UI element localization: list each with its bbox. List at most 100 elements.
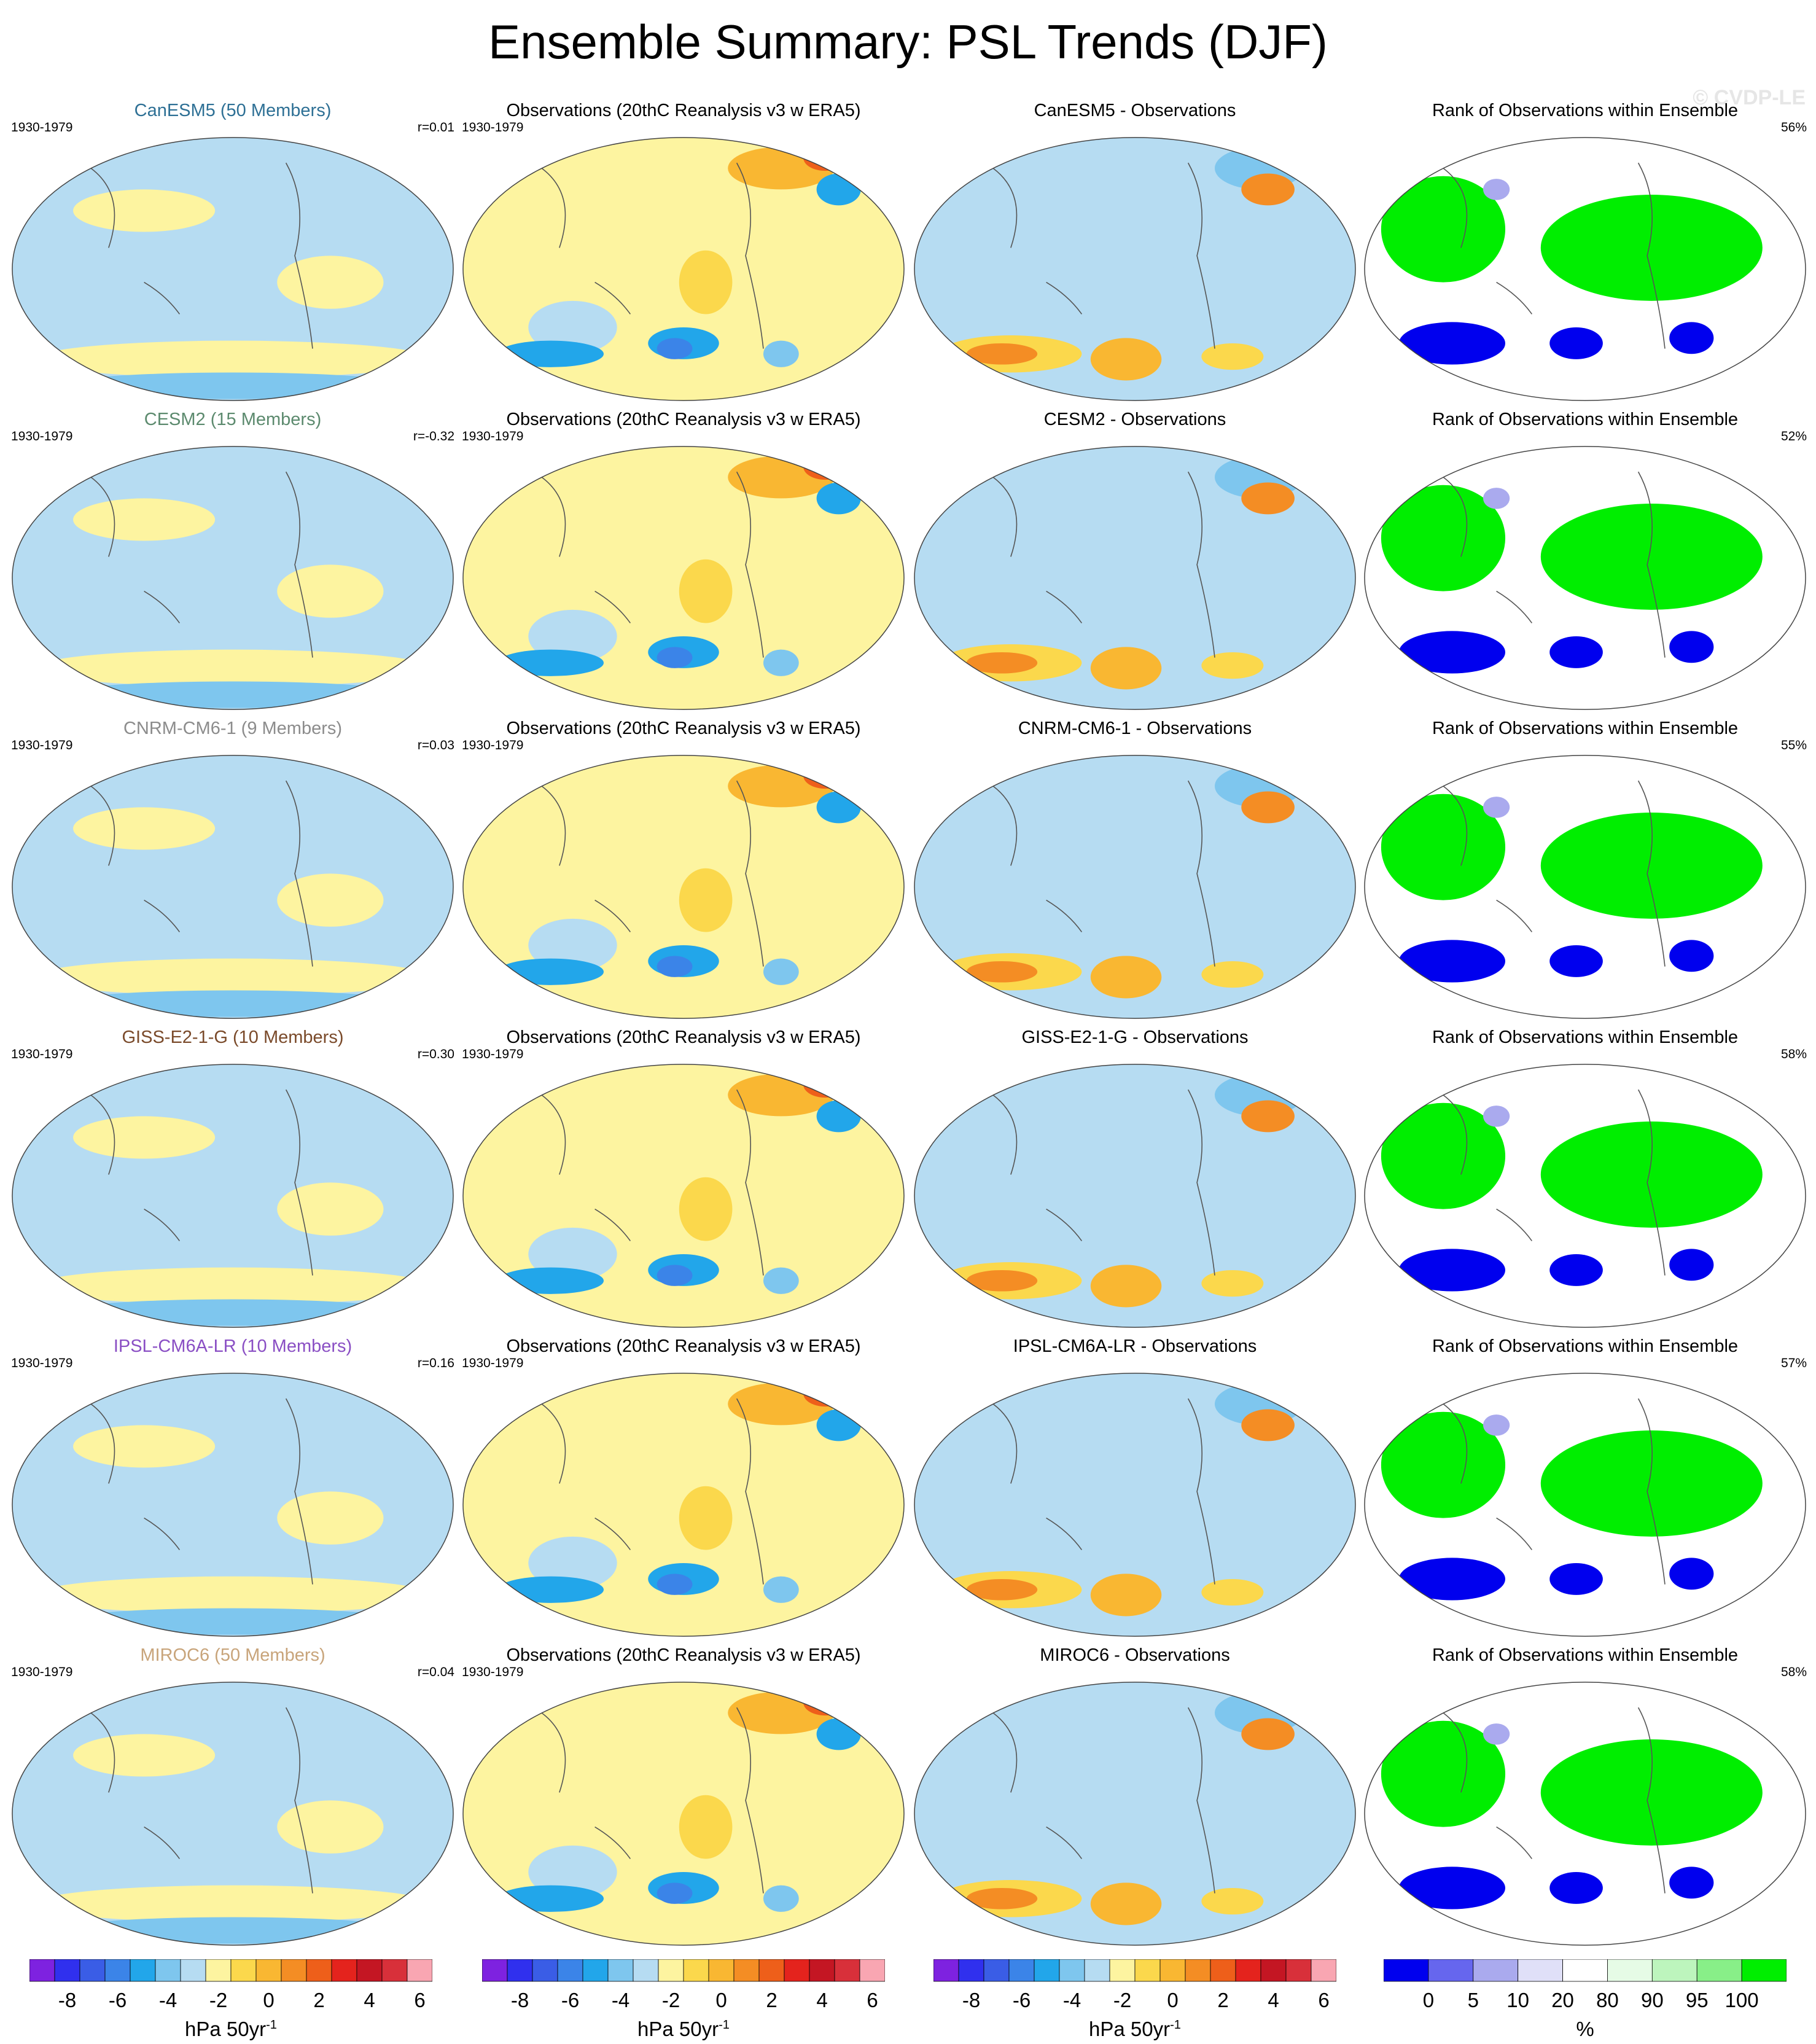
- ensemble-panel-title: CNRM-CM6-1 (9 Members): [123, 719, 343, 738]
- difference-panel-title: GISS-E2-1-G - Observations: [1021, 1028, 1249, 1047]
- field-region: [763, 340, 799, 367]
- coastline: [992, 1707, 1215, 1894]
- map-border: [462, 446, 905, 710]
- rank-map: [1364, 446, 1806, 710]
- panel-difference-row-4: GISS-E2-1-G - Observations: [913, 1026, 1357, 1330]
- field-region: [1241, 1409, 1295, 1441]
- field-region: [679, 250, 733, 314]
- observations-panel-title: Observations (20thC Reanalysis v3 w ERA5…: [506, 1645, 861, 1665]
- colorbar-tick-label: 6: [1318, 1989, 1329, 2011]
- rank-panel-title: Rank of Observations within Ensemble: [1432, 410, 1739, 429]
- colorbar-swatch: [1311, 1959, 1337, 1982]
- observations-panel-title: Observations (20thC Reanalysis v3 w ERA5…: [506, 1336, 861, 1356]
- map-border: [12, 446, 454, 710]
- field-region: [33, 958, 432, 996]
- colorbar-swatch: [180, 1959, 206, 1982]
- field-region: [679, 1795, 733, 1859]
- colorbar-swatch: [356, 1959, 383, 1982]
- map-border: [914, 137, 1356, 401]
- observations-map: [462, 1682, 905, 1946]
- field-region: [1483, 1106, 1510, 1127]
- field-region: [1201, 1578, 1264, 1606]
- colorbar-swatch: [255, 1959, 282, 1982]
- colorbar-tick-label: 0: [1423, 1989, 1434, 2011]
- trend-colorbar-1: -8-6-4-202468hPa 50yr-1: [29, 1959, 476, 2040]
- field-region: [816, 482, 861, 515]
- colorbar-tick-label: -8: [58, 1989, 76, 2011]
- coastline: [541, 1089, 764, 1276]
- colorbar-swatch: [532, 1959, 558, 1982]
- field-region: [73, 1116, 216, 1159]
- ensemble-map: [12, 1064, 454, 1328]
- field-region: [803, 1071, 848, 1098]
- field-region: [73, 189, 216, 232]
- rank-panel-title: Rank of Observations within Ensemble: [1432, 719, 1739, 738]
- field-region: [1241, 173, 1295, 206]
- difference-panel-title: CanESM5 - Observations: [1034, 101, 1236, 120]
- ensemble-map: [12, 1682, 454, 1946]
- ensemble-panel-title: IPSL-CM6A-LR (10 Members): [113, 1336, 353, 1356]
- field-region: [1241, 1100, 1295, 1133]
- field-region: [1241, 791, 1295, 824]
- field-region: [966, 1578, 1038, 1601]
- field-region: [1381, 1411, 1506, 1518]
- field-region: [55, 372, 410, 399]
- colorbar-swatch: [1285, 1959, 1312, 1982]
- field-region: [763, 1267, 799, 1294]
- colorbar-swatch: [29, 1959, 55, 1982]
- field-region: [763, 1576, 799, 1603]
- rank-panel-title: Rank of Observations within Ensemble: [1432, 1336, 1739, 1356]
- colorbar-swatch: [1607, 1959, 1653, 1982]
- colorbar-tick-label: 10: [1506, 1989, 1529, 2011]
- field-region: [1483, 1723, 1510, 1745]
- colorbar-tick-label: -8: [962, 1989, 980, 2011]
- field-region: [1381, 485, 1506, 591]
- field-region: [1381, 1720, 1506, 1827]
- field-region: [1201, 961, 1264, 988]
- colorbar-tick-label: 80: [1596, 1989, 1619, 2011]
- coastline: [1443, 1707, 1666, 1894]
- panel-rank-row-3: Rank of Observations within Ensemble 55%: [1363, 717, 1807, 1021]
- colorbar-tick-label: 2: [766, 1989, 777, 2011]
- field-region: [497, 958, 604, 985]
- colorbar-swatch: [54, 1959, 80, 1982]
- field-region: [33, 1885, 432, 1923]
- panel-rank-row-6: Rank of Observations within Ensemble 58%: [1363, 1644, 1807, 1948]
- rank-map: [1364, 755, 1806, 1019]
- field-region: [1381, 176, 1506, 283]
- colorbar-swatch: [582, 1959, 609, 1982]
- colorbar-swatch: [1159, 1959, 1186, 1982]
- ensemble-map: [12, 755, 454, 1019]
- coastline: [90, 471, 313, 658]
- rank-panel-title: Rank of Observations within Ensemble: [1432, 1645, 1739, 1665]
- period-label: 1930-1979: [11, 1356, 73, 1370]
- pattern-correlation-label: r=0.16: [417, 1356, 454, 1370]
- map-border: [462, 1373, 905, 1637]
- colorbar-swatch: [708, 1959, 735, 1982]
- ensemble-map: [12, 137, 454, 401]
- period-label: 1930-1979: [11, 1047, 73, 1061]
- colorbar-swatch: [809, 1959, 835, 1982]
- colorbar-swatch: [104, 1959, 131, 1982]
- field-region: [803, 144, 848, 171]
- colorbar-swatch: [205, 1959, 232, 1982]
- field-region: [73, 498, 216, 541]
- colorbar-swatch: [1109, 1959, 1136, 1982]
- coastline: [90, 162, 313, 349]
- field-region: [497, 1267, 604, 1294]
- field-region: [1201, 343, 1264, 370]
- map-border: [914, 1373, 1356, 1637]
- map-border: [462, 755, 905, 1019]
- field-region: [1201, 652, 1264, 679]
- colorbar-tick-label: 20: [1551, 1989, 1574, 2011]
- colorbar-tick-label: 90: [1641, 1989, 1664, 2011]
- field-region: [966, 343, 1038, 365]
- field-region: [497, 340, 604, 367]
- field-region: [33, 1576, 432, 1614]
- field-region: [679, 559, 733, 623]
- field-region: [763, 649, 799, 676]
- panel-ensemble-row-1: CanESM5 (50 Members) 1930-1979 r=0.01: [11, 99, 454, 404]
- ensemble-panel-title: MIROC6 (50 Members): [140, 1645, 325, 1665]
- field-region: [1398, 940, 1506, 983]
- map-border: [462, 137, 905, 401]
